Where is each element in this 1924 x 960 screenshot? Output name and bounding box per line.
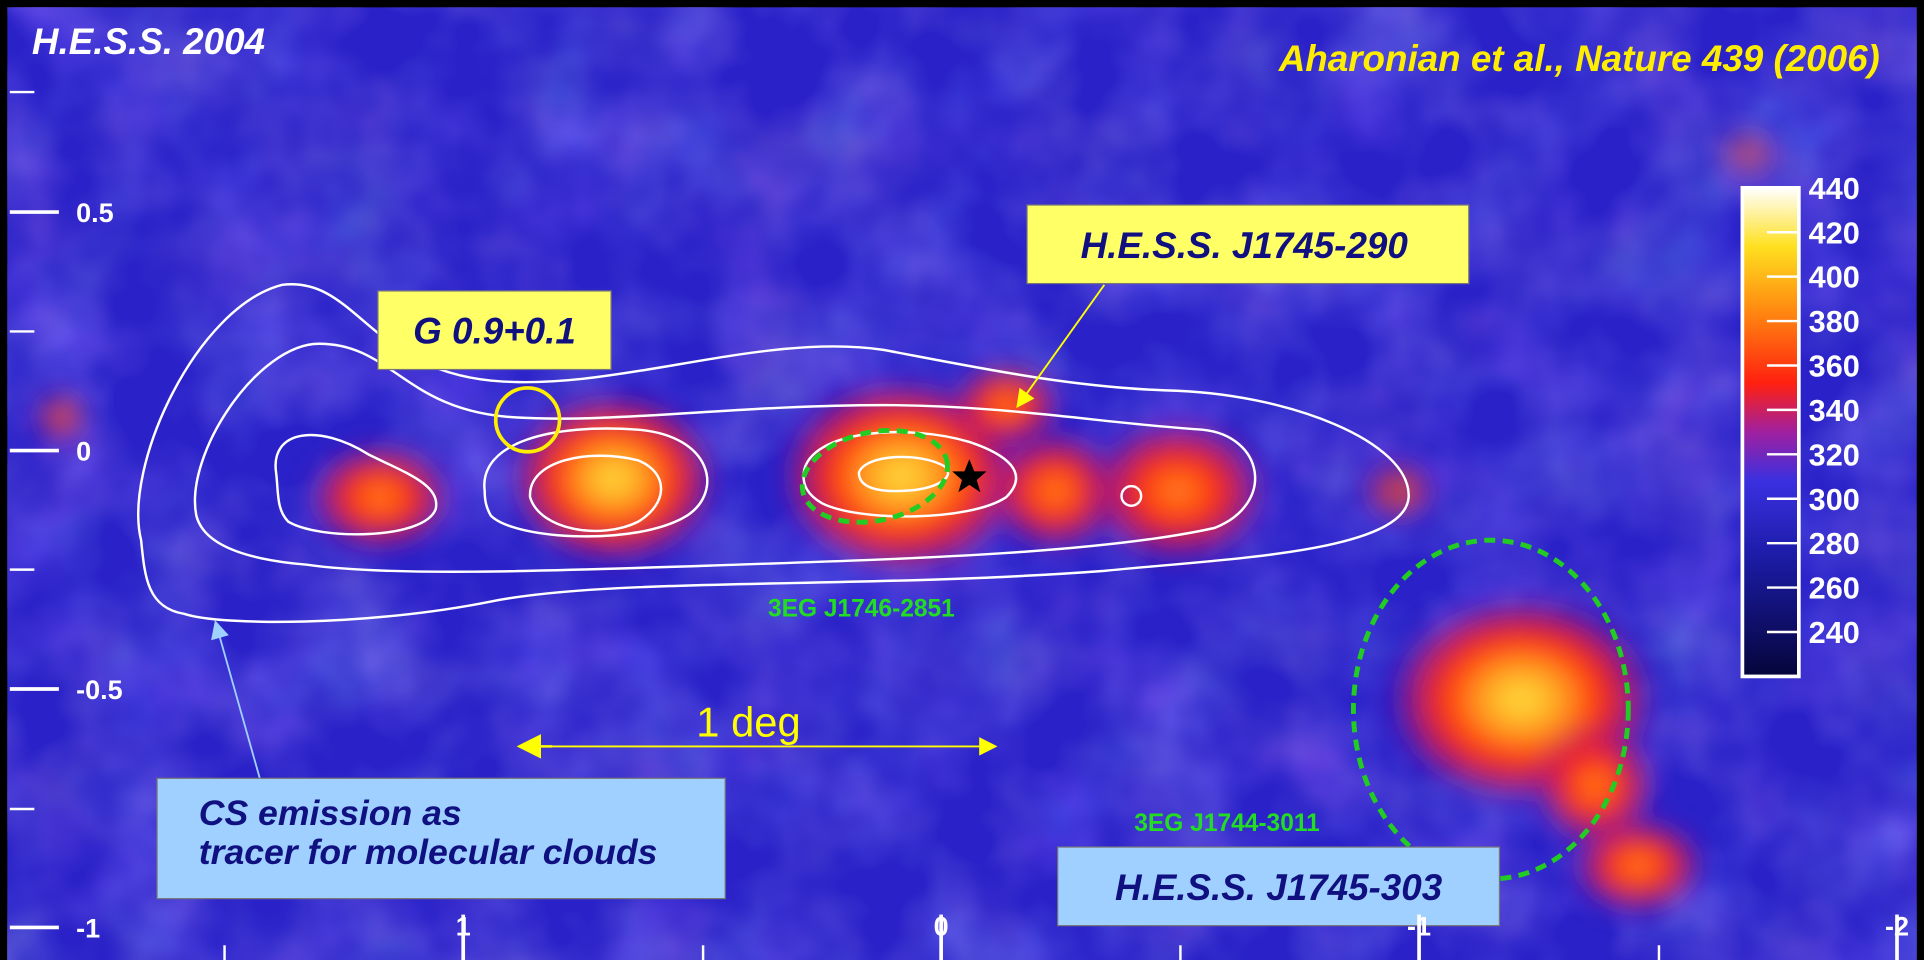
source-label: 3EG J1744-3011 [1134,810,1319,837]
x-tick-label: -1 [1407,911,1431,941]
y-tick-label: -1 [76,913,100,943]
scale-label: 1 deg [696,699,800,746]
x-tick-label: 1 [456,911,471,941]
colorbar [1742,188,1798,677]
colorbar-tick-label: 280 [1809,526,1860,561]
x-tick-label: 0 [934,911,949,941]
x-tick-label: -2 [1885,911,1909,941]
source-label: G 0.9+0.1 [413,311,576,352]
colorbar-tick-label: 380 [1809,304,1860,339]
note-line: tracer for molecular clouds [199,832,658,872]
colorbar-tick-label: 420 [1809,215,1860,250]
source-label: H.E.S.S. J1745-303 [1115,867,1443,908]
y-tick-label: 0.5 [76,198,114,228]
colorbar-tick-label: 440 [1809,171,1860,206]
colorbar-tick-label: 340 [1809,393,1860,428]
colorbar-tick-label: 240 [1809,615,1860,650]
citation: Aharonian et al., Nature 439 (2006) [1278,38,1880,79]
note-line: CS emission as [199,793,462,833]
sky-map: H.E.S.S. 2004 Aharonian et al., Nature 4… [0,0,1924,960]
y-tick-label: -0.5 [76,675,123,705]
colorbar-tick-label: 320 [1809,437,1860,472]
figure-title: H.E.S.S. 2004 [32,21,265,62]
colorbar-tick-label: 260 [1809,571,1860,606]
page: H.E.S.S. 2004 Aharonian et al., Nature 4… [0,0,1924,960]
y-tick-label: 0 [76,436,91,466]
source-label: 3EG J1746-2851 [768,595,955,622]
colorbar-tick-label: 400 [1809,260,1860,295]
source-label: H.E.S.S. J1745-290 [1081,225,1409,266]
colorbar-tick-label: 360 [1809,349,1860,384]
colorbar-tick-label: 300 [1809,482,1860,517]
